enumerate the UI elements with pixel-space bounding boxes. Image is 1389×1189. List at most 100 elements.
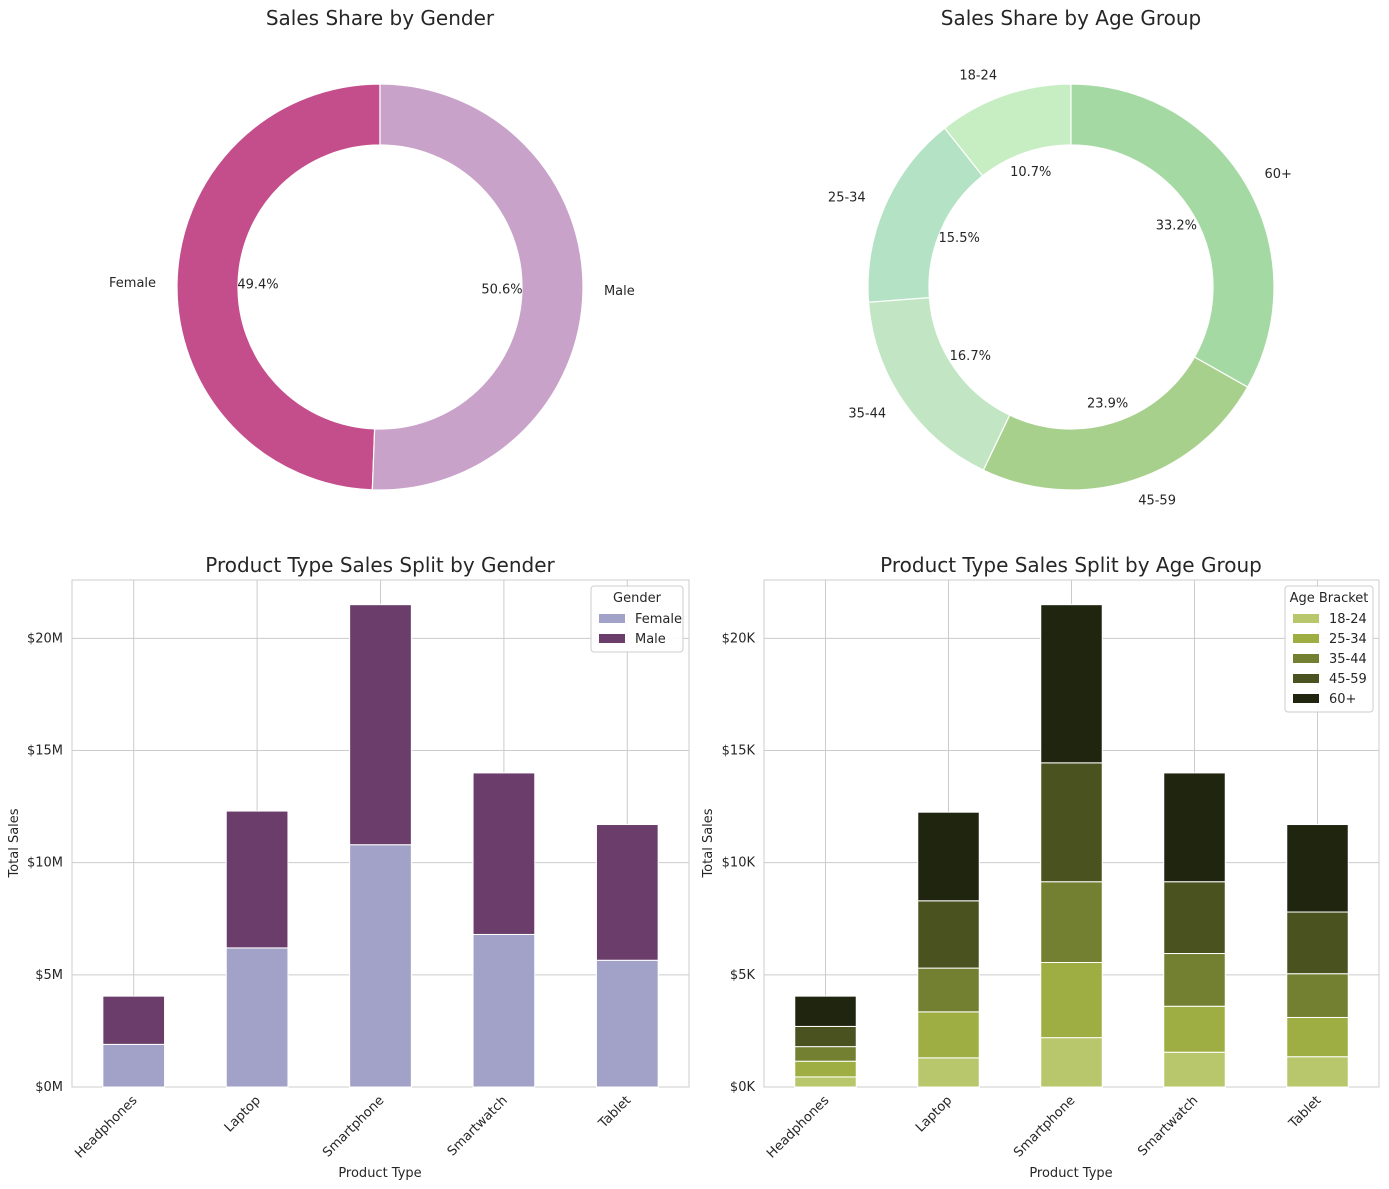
bar-smartwatch-35-44 bbox=[1163, 953, 1226, 1007]
bar-laptop-female bbox=[225, 947, 289, 1088]
slice-percent-label: 10.7% bbox=[1010, 165, 1051, 180]
bar-tablet-60 bbox=[1286, 824, 1349, 913]
slice-percent-label: 50.6% bbox=[481, 282, 522, 297]
y-tick-label: $15M bbox=[27, 743, 63, 758]
bar-smartwatch-male bbox=[472, 772, 536, 935]
bar-tablet-45-59 bbox=[1286, 911, 1349, 975]
y-tick-label: $15K bbox=[722, 743, 756, 758]
x-tick-label: Smartphone bbox=[1011, 1093, 1078, 1160]
bar-headphones-45-59 bbox=[794, 1025, 857, 1048]
x-axis-label: Product Type bbox=[338, 1166, 421, 1181]
bar-headphones-18-24 bbox=[794, 1076, 857, 1088]
legend-entry: 18-24 bbox=[1329, 612, 1367, 627]
x-tick-label: Laptop bbox=[222, 1093, 264, 1135]
legend-entry: 60+ bbox=[1329, 692, 1356, 707]
bar-smartphone-60 bbox=[1040, 604, 1103, 764]
legend-entry: 35-44 bbox=[1329, 652, 1367, 667]
bar-tablet-female bbox=[595, 959, 659, 1088]
bar-smartwatch-45-59 bbox=[1163, 881, 1226, 955]
slice-label: 18-24 bbox=[959, 69, 997, 84]
bar-smartphone-female bbox=[349, 844, 412, 1088]
slice-percent-label: 15.5% bbox=[939, 231, 980, 246]
bar-headphones-female bbox=[102, 1043, 166, 1088]
slice-percent-label: 33.2% bbox=[1156, 219, 1197, 234]
legend-swatch bbox=[1293, 634, 1319, 643]
slice-label: 45-59 bbox=[1138, 494, 1176, 509]
bar-smartwatch-60 bbox=[1163, 772, 1226, 883]
age-donut-chart: Sales Share by Age Group 18-24 10.7% 25-34… bbox=[828, 6, 1292, 509]
y-tick-label: $10K bbox=[722, 856, 756, 871]
y-tick-label: $5K bbox=[730, 968, 756, 983]
bar-tablet-male bbox=[595, 824, 659, 961]
bar-tablet-35-44 bbox=[1286, 973, 1349, 1018]
y-tick-label: $5M bbox=[35, 968, 63, 983]
bar-laptop-male bbox=[225, 810, 289, 949]
x-tick-label: Smartphone bbox=[320, 1093, 387, 1160]
bar-smartwatch-female bbox=[472, 933, 536, 1088]
legend-title: Age Bracket bbox=[1290, 591, 1369, 606]
y-tick-label: $20M bbox=[27, 631, 63, 646]
slice-percent-label: 23.9% bbox=[1087, 396, 1128, 411]
legend-entry: Female bbox=[635, 612, 682, 627]
x-axis-label: Product Type bbox=[1029, 1166, 1112, 1181]
gender-donut-chart: Sales Share by Gender Female 49.4% Male 50.… bbox=[109, 6, 635, 491]
x-tick-label: Tablet bbox=[1286, 1093, 1325, 1132]
slice-25-34 bbox=[867, 127, 984, 303]
slice-35-44 bbox=[867, 297, 1011, 471]
legend-swatch bbox=[1293, 614, 1319, 623]
slice-percent-label: 16.7% bbox=[950, 349, 991, 364]
x-tick-label: Tablet bbox=[595, 1093, 634, 1132]
bar-headphones-60 bbox=[794, 995, 857, 1027]
y-tick-label: $20K bbox=[722, 631, 756, 646]
legend-swatch bbox=[1293, 654, 1319, 663]
bar-laptop-25-34 bbox=[917, 1011, 980, 1059]
slice-45-59 bbox=[982, 356, 1249, 491]
slice-male bbox=[371, 83, 584, 491]
bar-laptop-18-24 bbox=[917, 1057, 980, 1088]
legend-entry: 25-34 bbox=[1329, 632, 1367, 647]
slice-percent-label: 49.4% bbox=[237, 278, 278, 293]
legend-entry: 45-59 bbox=[1329, 672, 1367, 687]
bar-smartphone-45-59 bbox=[1040, 762, 1103, 883]
legend: Gender Female Male bbox=[590, 585, 684, 653]
x-tick-label: Smartwatch bbox=[445, 1093, 511, 1159]
legend: Age Bracket 18-24 25-34 35-44 45-59 60+ bbox=[1284, 585, 1374, 713]
slice-label: Female bbox=[109, 276, 156, 291]
slice-female bbox=[176, 83, 381, 491]
bar-headphones-25-34 bbox=[794, 1060, 857, 1078]
y-axis-label: Total Sales bbox=[7, 808, 22, 878]
gender-stacked-bar-chart: Product Type Sales Split by Gender Produ… bbox=[7, 553, 690, 1181]
y-tick-label: $10M bbox=[27, 856, 63, 871]
legend-swatch bbox=[599, 634, 625, 643]
x-tick-label: Laptop bbox=[913, 1093, 955, 1135]
chart-title: Product Type Sales Split by Age Group bbox=[880, 553, 1262, 577]
bar-smartphone-18-24 bbox=[1040, 1037, 1103, 1088]
chart-title: Sales Share by Age Group bbox=[941, 6, 1201, 30]
bar-smartphone-25-34 bbox=[1040, 961, 1103, 1039]
bar-headphones-35-44 bbox=[794, 1046, 857, 1062]
chart-title: Sales Share by Gender bbox=[266, 6, 495, 30]
y-tick-label: $0K bbox=[730, 1080, 756, 1095]
slice-label: Male bbox=[604, 284, 635, 299]
bar-smartphone-male bbox=[349, 604, 412, 846]
y-axis-label: Total Sales bbox=[701, 808, 716, 878]
bar-laptop-35-44 bbox=[917, 967, 980, 1013]
bar-smartphone-35-44 bbox=[1040, 881, 1103, 963]
legend-entry: Male bbox=[635, 632, 666, 647]
bar-laptop-45-59 bbox=[917, 900, 980, 969]
age-stacked-bar-chart: Product Type Sales Split by Age Group Pr… bbox=[701, 553, 1380, 1181]
chart-title: Product Type Sales Split by Gender bbox=[205, 553, 555, 577]
legend-swatch bbox=[1293, 694, 1319, 703]
x-tick-label: Headphones bbox=[72, 1093, 140, 1161]
slice-label: 25-34 bbox=[828, 190, 866, 205]
bar-laptop-60 bbox=[917, 811, 980, 902]
legend-swatch bbox=[599, 614, 625, 623]
slice-label: 35-44 bbox=[848, 406, 886, 421]
x-tick-label: Smartwatch bbox=[1135, 1093, 1201, 1159]
bar-tablet-18-24 bbox=[1286, 1056, 1349, 1088]
legend-swatch bbox=[1293, 674, 1319, 683]
bar-tablet-25-34 bbox=[1286, 1016, 1349, 1058]
slice-label: 60+ bbox=[1265, 167, 1292, 182]
y-tick-label: $0M bbox=[35, 1080, 63, 1095]
bar-smartwatch-25-34 bbox=[1163, 1005, 1226, 1053]
